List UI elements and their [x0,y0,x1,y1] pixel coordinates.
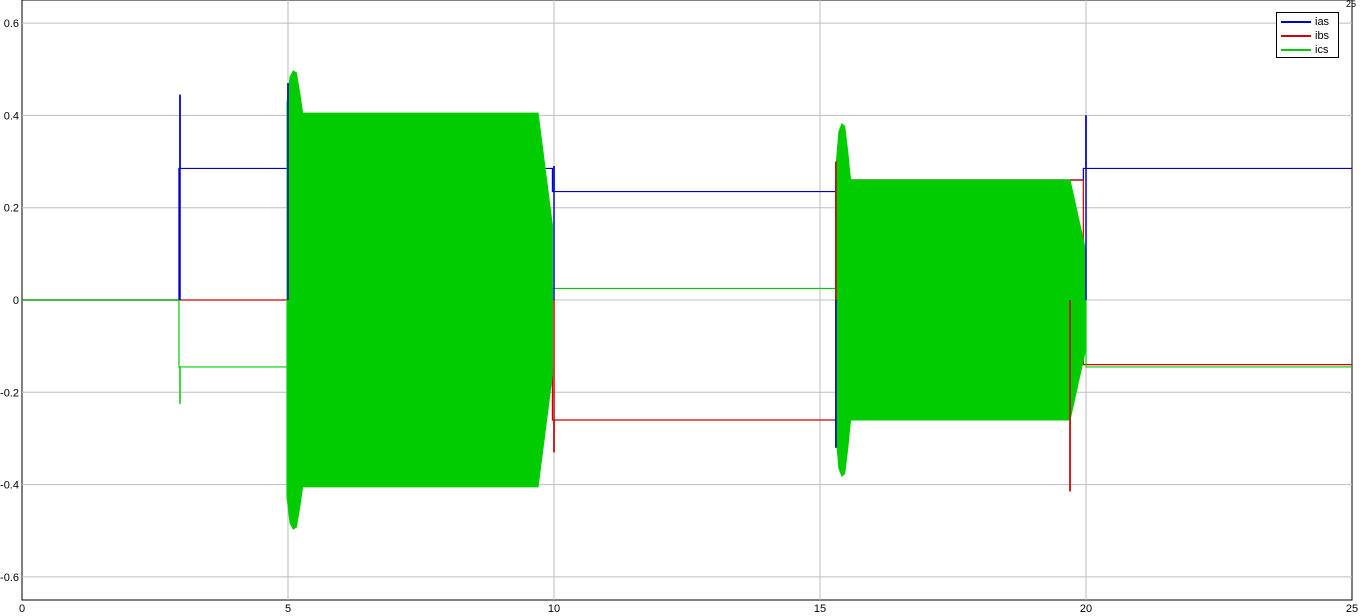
legend-swatch-ias [1281,21,1311,23]
tick-labels: 0 5 10 15 20 25 -0.6 -0.4 -0.2 0 0.2 0.4 0.6 [0,18,1358,615]
x-tick-label: 25 [1346,603,1358,615]
x-tick-label: 5 [285,603,291,615]
x-tick-label: 0 [19,603,25,615]
y-tick-label: 0.2 [4,203,19,215]
legend-item-ics: ics [1279,43,1337,57]
legend: ias ibs ics [1276,12,1339,58]
oscillation-band [286,70,539,530]
series-line-ics [22,287,1352,368]
oscillation-tail [537,113,553,487]
legend-swatch-ibs [1281,35,1311,37]
x-tick-label: 20 [1080,603,1092,615]
y-tick-label: 0 [13,295,19,307]
legend-label-ibs: ibs [1315,30,1330,42]
corner-label: 25 [1346,0,1357,9]
legend-label-ias: ias [1315,16,1330,28]
legend-item-ibs: ibs [1279,29,1337,43]
series-lines [22,70,1352,530]
x-tick-label: 10 [548,603,560,615]
series-line-ias [22,167,1352,301]
y-tick-label: -0.2 [0,387,19,399]
legend-label-ics: ics [1315,44,1329,56]
y-tick-label: -0.4 [0,480,19,492]
y-tick-label: -0.6 [0,572,19,584]
legend-swatch-ics [1281,49,1311,51]
y-tick-label: 0.6 [4,18,19,30]
y-tick-label: 0.4 [4,110,19,122]
legend-item-ias: ias [1279,15,1337,29]
x-tick-label: 15 [814,603,826,615]
